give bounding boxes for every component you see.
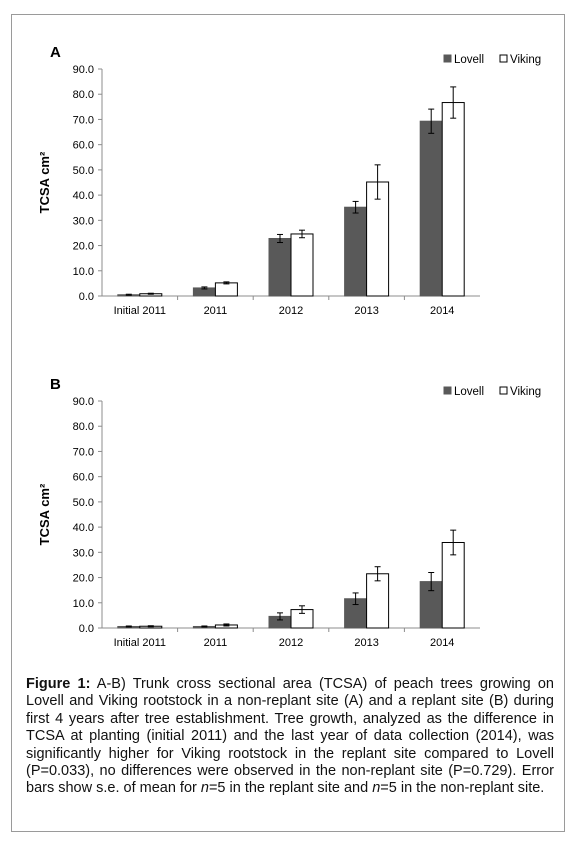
y-tick-label: 0.0 xyxy=(79,291,94,303)
chart-panel-a: A TCSA cm² 0.0 10.0 20.0 30.0 40.0 50.0 60.0 70.0… xyxy=(37,44,541,317)
y-tick-label: 50.0 xyxy=(73,165,94,177)
y-tick-label: 50.0 xyxy=(73,497,94,509)
y-tick-label: 10.0 xyxy=(73,598,94,610)
caption-text-3: =5 in the non-replant site. xyxy=(380,780,545,797)
legend-swatch-viking xyxy=(499,386,508,395)
legend-label-lovell: Lovell xyxy=(454,386,484,398)
y-tick-label: 80.0 xyxy=(73,89,94,101)
y-tick-label: 20.0 xyxy=(73,241,94,253)
y-tick-label: 20.0 xyxy=(73,573,94,585)
y-tick-label: 40.0 xyxy=(73,190,94,202)
bar-viking xyxy=(214,282,238,297)
x-tick-label: 2012 xyxy=(279,637,303,649)
y-axis-title: TCSA cm² xyxy=(37,483,52,545)
caption-n-1: n xyxy=(200,780,209,797)
x-tick-label: Initial 2011 xyxy=(114,637,166,649)
y-tick-label: 60.0 xyxy=(73,472,94,484)
y-tick-label: 10.0 xyxy=(73,266,94,278)
x-tick-label: 2011 xyxy=(204,305,228,317)
x-tick-label: 2013 xyxy=(354,305,378,317)
y-tick-label: 90.0 xyxy=(73,64,94,76)
bar-viking xyxy=(441,102,465,297)
panel-label: A xyxy=(50,44,61,61)
y-tick-label: 60.0 xyxy=(73,140,94,152)
bar-lovell xyxy=(419,120,443,297)
y-tick-label: 30.0 xyxy=(73,547,94,559)
bar-lovell xyxy=(344,206,368,297)
x-tick-label: 2014 xyxy=(430,305,454,317)
y-tick-label: 70.0 xyxy=(73,446,94,458)
x-tick-label: 2011 xyxy=(204,637,228,649)
y-tick-label: 80.0 xyxy=(73,421,94,433)
bar-viking xyxy=(290,233,314,297)
y-tick-label: 0.0 xyxy=(79,623,94,635)
caption-label: Figure 1: xyxy=(26,676,91,692)
caption-text-1: A-B) Trunk cross sectional area (TCSA) o… xyxy=(26,676,554,797)
chart-panel-b: B TCSA cm² 0.0 10.0 20.0 30.0 40.0 50.0 60.0 70.0… xyxy=(37,376,541,649)
caption-text-2: =5 in the replant site and xyxy=(208,780,373,797)
x-tick-label: 2012 xyxy=(279,305,303,317)
legend-label-lovell: Lovell xyxy=(454,54,484,66)
y-axis-title: TCSA cm² xyxy=(37,151,52,213)
figure-frame xyxy=(11,14,565,832)
x-tick-label: 2014 xyxy=(430,637,454,649)
legend-swatch-lovell xyxy=(443,386,452,395)
legend-label-viking: Viking xyxy=(510,54,541,66)
panel-label: B xyxy=(50,376,61,393)
bar-viking xyxy=(366,573,390,629)
bar-lovell xyxy=(268,237,292,297)
caption-n-2: n xyxy=(372,780,381,797)
y-tick-label: 70.0 xyxy=(73,114,94,126)
figure-caption: Figure 1: A-B) Trunk cross sectional are… xyxy=(26,676,554,798)
legend-swatch-viking xyxy=(499,54,508,63)
y-tick-label: 40.0 xyxy=(73,522,94,534)
y-tick-label: 30.0 xyxy=(73,215,94,227)
y-tick-label: 90.0 xyxy=(73,396,94,408)
x-tick-label: 2013 xyxy=(354,637,378,649)
legend-swatch-lovell xyxy=(443,54,452,63)
legend-label-viking: Viking xyxy=(510,386,541,398)
x-tick-label: Initial 2011 xyxy=(114,305,166,317)
